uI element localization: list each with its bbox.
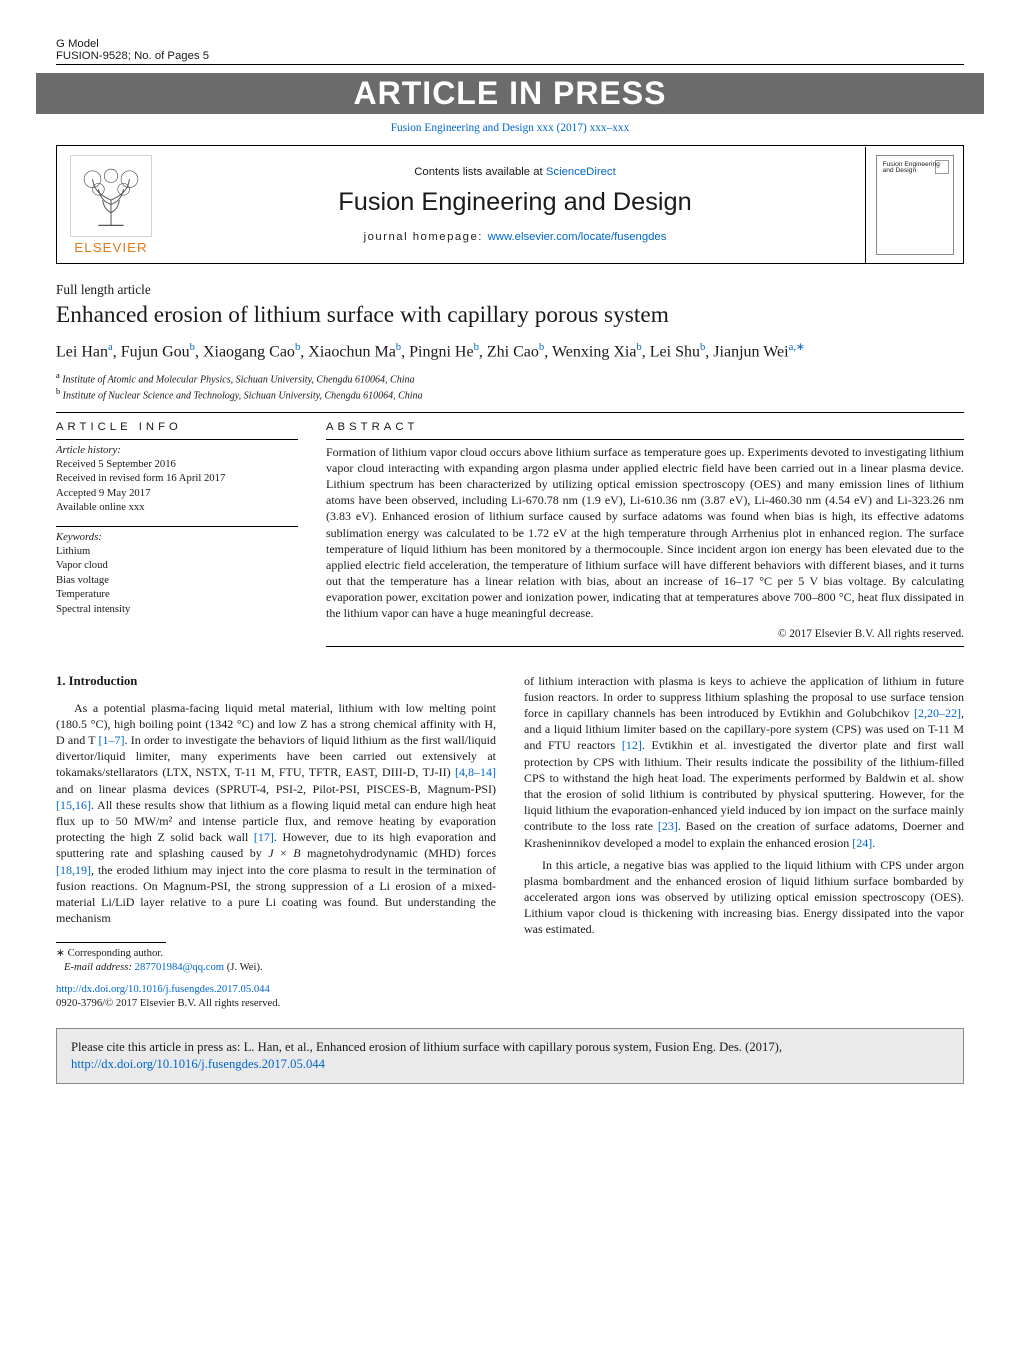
elsevier-tree-icon (69, 154, 153, 238)
corresponding-author-note: ∗ Corresponding author. E-mail address: … (56, 947, 496, 975)
article-title: Enhanced erosion of lithium surface with… (56, 302, 964, 329)
running-header: G Model FUSION-9528; No. of Pages 5 (56, 38, 964, 65)
fusion-id: FUSION-9528; No. of Pages 5 (56, 50, 209, 62)
abstract-head: ABSTRACT (326, 421, 964, 433)
history-accepted: Accepted 9 May 2017 (56, 488, 150, 499)
email-suffix: (J. Wei). (224, 962, 263, 973)
body-paragraph: As a potential plasma-facing liquid meta… (56, 700, 496, 927)
email-label: E-mail address: (64, 962, 135, 973)
article-type: Full length article (56, 282, 964, 298)
journal-masthead: ELSEVIER Contents lists available at Sci… (56, 145, 964, 264)
divider (56, 526, 298, 527)
divider (326, 439, 964, 440)
elsevier-logo: ELSEVIER (57, 146, 165, 263)
journal-homepage-line: journal homepage: www.elsevier.com/locat… (165, 231, 865, 243)
footer-doi-block: http://dx.doi.org/10.1016/j.fusengdes.20… (56, 983, 496, 1012)
section-heading-introduction: 1. Introduction (56, 673, 496, 690)
article-info-head: ARTICLE INFO (56, 421, 298, 433)
body-two-column: 1. Introduction As a potential plasma-fa… (56, 673, 964, 1012)
keyword: Vapor cloud (56, 560, 108, 571)
elsevier-text: ELSEVIER (74, 240, 147, 255)
abstract-copyright: © 2017 Elsevier B.V. All rights reserved… (326, 628, 964, 640)
journal-cover-thumb: Fusion Engineering and Design (865, 147, 963, 263)
article-info-column: ARTICLE INFO Article history: Received 5… (56, 421, 298, 651)
header-doi-line: Fusion Engineering and Design xxx (2017)… (56, 120, 964, 135)
history-revised: Received in revised form 16 April 2017 (56, 473, 225, 484)
history-online: Available online xxx (56, 502, 145, 513)
body-right-column: of lithium interaction with plasma is ke… (524, 673, 964, 1012)
keywords-label: Keywords: (56, 532, 102, 543)
article-in-press-banner: ARTICLE IN PRESS (36, 73, 984, 114)
header-doi-link[interactable]: Fusion Engineering and Design xxx (2017)… (391, 122, 630, 134)
keywords-block: Keywords: Lithium Vapor cloud Bias volta… (56, 531, 298, 617)
divider (326, 646, 964, 647)
divider (56, 439, 298, 440)
citebox-text: Please cite this article in press as: L.… (71, 1040, 782, 1054)
abstract-text: Formation of lithium vapor cloud occurs … (326, 444, 964, 622)
contents-prefix: Contents lists available at (414, 166, 546, 178)
sciencedirect-link[interactable]: ScienceDirect (546, 166, 616, 178)
footer-doi-link[interactable]: http://dx.doi.org/10.1016/j.fusengdes.20… (56, 984, 270, 995)
abstract-column: ABSTRACT Formation of lithium vapor clou… (326, 421, 964, 651)
affiliation-b: b Institute of Nuclear Science and Techn… (56, 387, 964, 401)
corresponding-email-link[interactable]: 287701984@qq.com (135, 962, 224, 973)
keyword: Spectral intensity (56, 604, 130, 615)
keyword: Bias voltage (56, 575, 109, 586)
cover-thumb-label: Fusion Engineering and Design (883, 162, 953, 175)
body-paragraph: of lithium interaction with plasma is ke… (524, 673, 964, 851)
history-label: Article history: (56, 445, 121, 456)
history-received: Received 5 September 2016 (56, 459, 176, 470)
keyword: Temperature (56, 589, 110, 600)
article-history-block: Article history: Received 5 September 20… (56, 444, 298, 516)
citebox-doi-link[interactable]: http://dx.doi.org/10.1016/j.fusengdes.20… (71, 1057, 325, 1071)
authors-line: Lei Hana, Fujun Goub, Xiaogang Caob, Xia… (56, 341, 964, 363)
body-left-column: 1. Introduction As a potential plasma-fa… (56, 673, 496, 1012)
contents-available-line: Contents lists available at ScienceDirec… (165, 166, 865, 178)
footnote-separator (56, 942, 166, 943)
issn-copyright: 0920-3796/© 2017 Elsevier B.V. All right… (56, 998, 280, 1009)
g-model: G Model (56, 38, 209, 50)
journal-name: Fusion Engineering and Design (165, 188, 865, 217)
affiliation-a: a Institute of Atomic and Molecular Phys… (56, 371, 964, 385)
body-paragraph: In this article, a negative bias was app… (524, 857, 964, 938)
citation-box: Please cite this article in press as: L.… (56, 1028, 964, 1084)
homepage-prefix: journal homepage: (364, 231, 488, 243)
divider (56, 412, 964, 413)
keyword: Lithium (56, 546, 90, 557)
journal-homepage-link[interactable]: www.elsevier.com/locate/fusengdes (488, 231, 667, 243)
